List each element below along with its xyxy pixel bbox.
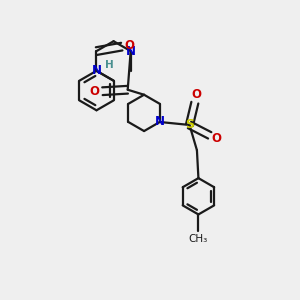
Text: CH₃: CH₃ [189, 234, 208, 244]
Text: O: O [191, 88, 201, 101]
Text: S: S [185, 118, 194, 131]
Text: O: O [89, 85, 99, 98]
Text: N: N [155, 116, 165, 128]
Text: O: O [124, 39, 134, 52]
Text: N: N [126, 45, 136, 58]
Text: O: O [211, 132, 221, 146]
Text: H: H [105, 61, 113, 70]
Text: N: N [92, 64, 101, 77]
